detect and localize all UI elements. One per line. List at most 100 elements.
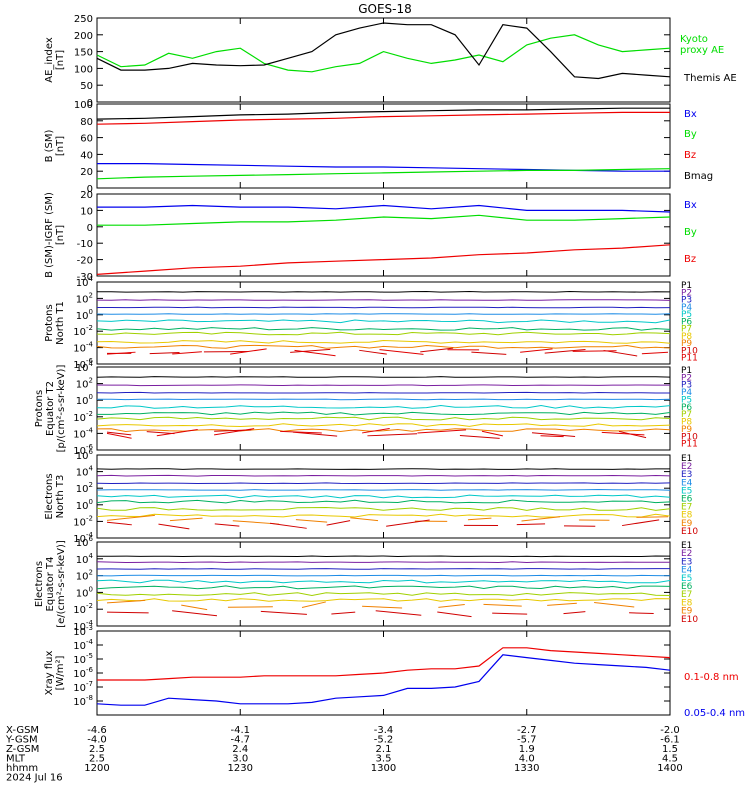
legend-e1: E1 [681,541,692,551]
series-e8 [96,598,671,602]
y-axis-label: Electrons [34,561,45,607]
legend-e6: E6 [681,582,693,592]
y-axis-label: Xray flux [44,651,55,696]
legend-e9: E9 [681,519,693,529]
y-tick-label: 10-4 [73,638,93,652]
legend-by: By [684,129,697,140]
legend-e7: E7 [681,590,692,600]
footer-value: -2.7 [517,725,537,736]
legend-e8: E8 [681,511,693,521]
series-p11 [106,351,136,355]
plot-title: GOES-18 [358,2,412,16]
series-e9 [362,605,403,609]
legend-e4: E4 [681,566,693,576]
series-e10 [331,611,356,615]
y-tick-label: 10-3 [73,624,93,638]
legend-e9: E9 [681,607,693,617]
series-p11 [417,429,467,434]
y-tick-label: 10-6 [73,443,93,457]
series-p11 [481,430,503,437]
series-p3 [97,306,671,309]
y-tick-label: 10-4 [73,531,93,545]
series-e9 [227,606,273,608]
series-e9 [483,603,522,607]
y-axis-label: Equator T4 [45,557,56,612]
footer-value: -5.2 [374,735,394,746]
legend-p6: P6 [681,403,692,413]
y-tick-label: 10-2 [73,514,93,528]
y-axis-label: Electrons [44,473,55,519]
footer-value: 1230 [228,763,253,774]
y-tick-label: 0 [87,223,93,234]
legend-themis-ae: Themis AE [683,73,737,84]
legend-p7: P7 [681,325,692,335]
series-p10 [292,431,338,437]
series-e10 [106,521,132,526]
footer-row-label: MLT [6,754,26,765]
footer-value: -4.0 [87,735,107,746]
series-e4 [96,574,671,577]
series-p10 [531,432,576,438]
series-p8 [96,423,671,428]
series-e6 [96,585,671,590]
y-tick-label: 250 [74,14,93,25]
footer-value: 1330 [514,763,539,774]
series-p11 [641,351,669,355]
series-p3 [96,391,670,394]
series-e10 [437,611,472,618]
series-p11 [520,348,553,353]
legend-p11: P11 [681,354,698,364]
y-tick-label: 104 [76,465,94,479]
footer-value: 3.5 [376,754,392,765]
series-e8 [96,513,671,518]
footer-value: -5.7 [517,735,537,746]
series-p11 [601,431,645,436]
y-tick-label: 102 [76,291,93,305]
footer-row-label: Z-GSM [6,744,39,755]
legend-p5: P5 [681,310,692,320]
series-p4 [96,313,671,315]
series-e2 [96,561,670,564]
y-tick-label: 106 [76,448,94,462]
series-e3 [96,568,670,570]
y-tick-label: 80 [80,117,93,128]
series-e9 [467,517,492,521]
y-tick-label: 20 [80,167,93,178]
series-p2 [96,299,671,301]
legend-e1: E1 [681,454,692,464]
legend-p9: P9 [681,425,692,435]
footer-value: 3.0 [232,754,248,765]
y-tick-label: 10-5 [73,652,93,666]
y-axis-label: [nT] [55,50,66,70]
legend-p1: P1 [681,366,692,376]
y-axis-label: [e/(cm²-s-sr-keV)] [56,540,67,628]
series-e9 [181,604,208,611]
series-e2 [96,474,671,477]
y-tick-label: 10-2 [73,410,93,424]
legend-e10: E10 [681,527,698,537]
legend-p10: P10 [681,432,698,442]
series-p10 [290,348,331,353]
series-e7 [96,506,671,511]
series-e3 [96,482,671,485]
legend-bx: Bx [684,200,697,211]
series-p10 [471,351,507,355]
series-p11 [379,349,424,355]
y-tick-label: -20 [77,256,93,267]
series-e4 [96,488,671,491]
y-tick-label: 10-4 [73,341,93,355]
panel-5: 10-6 10-4 10-2 100 102 104 Protons Equator T2 [p… [34,360,698,457]
legend-p11: P11 [681,440,698,450]
footer-value: -3.4 [374,725,394,736]
legend-p8: P8 [681,418,692,428]
series-by [96,168,671,180]
series-bz [96,111,670,125]
series-e10 [269,522,307,529]
y-tick-label: 0 [87,98,93,109]
y-tick-label: 0 [87,184,93,195]
series-0-1-0-8-nm [97,647,671,681]
footer-ephemeris: X-GSM -4.6 -4.1 -3.4 -2.7 -2.0 Y-GSM -4.0 -4.7 -5… [5,725,683,784]
legend-p6: P6 [681,317,692,327]
series-e10 [629,612,654,615]
footer-value: 2.5 [89,754,105,765]
